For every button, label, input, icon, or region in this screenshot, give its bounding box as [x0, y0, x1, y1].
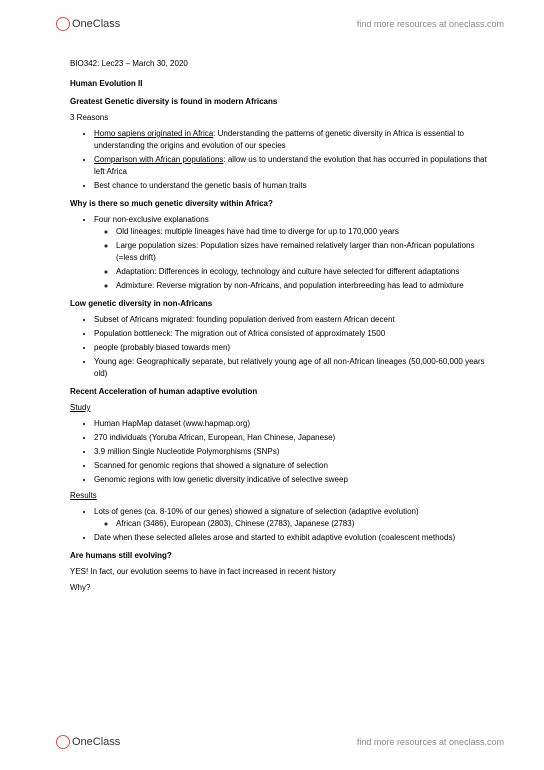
results-label: Results: [70, 490, 490, 502]
section2-sublist: Old lineages: multiple lineages have had…: [116, 226, 490, 292]
list-item: 3.9 million Single Nucleotide Polymorphi…: [94, 446, 490, 458]
results-list: Lots of genes (ca. 8-10% of our genes) s…: [94, 506, 490, 544]
list-item: Four non-exclusive explanations Old line…: [94, 214, 490, 292]
rest-text: Best chance to understand the genetic ba…: [94, 181, 307, 190]
section1-heading: Greatest Genetic diversity is found in m…: [70, 96, 490, 108]
list-item: Large population sizes: Population sizes…: [116, 240, 490, 264]
logo-text: OneClass: [72, 736, 120, 748]
document-body: BIO342: Lec23 – March 30, 2020 Human Evo…: [70, 58, 490, 598]
list-item: Young age: Geographically separate, but …: [94, 356, 490, 380]
list-item: 270 individuals (Yoruba African, Europea…: [94, 432, 490, 444]
section2-heading: Why is there so much genetic diversity w…: [70, 198, 490, 210]
list-item: Date when these selected alleles arose a…: [94, 532, 490, 544]
list-item: Admixture: Reverse migration by non-Afri…: [116, 280, 490, 292]
course-line: BIO342: Lec23 – March 30, 2020: [70, 58, 490, 70]
list-item: Population bottleneck: The migration out…: [94, 328, 490, 340]
doc-title: Human Evolution II: [70, 78, 490, 90]
section3-list: Subset of Africans migrated: founding po…: [94, 314, 490, 380]
logo-icon: [56, 735, 70, 749]
list-item: Subset of Africans migrated: founding po…: [94, 314, 490, 326]
footer-link[interactable]: find more resources at oneclass.com: [357, 737, 504, 747]
results-sublist: African (3486), European (2803), Chinese…: [116, 518, 490, 530]
section1-list: Homo sapiens originated in Africa: Under…: [94, 128, 490, 192]
list-item: Scanned for genomic regions that showed …: [94, 460, 490, 472]
section4-heading: Recent Acceleration of human adaptive ev…: [70, 386, 490, 398]
section3-heading: Low genetic diversity in non-Africans: [70, 298, 490, 310]
lead-text: Homo sapiens originated in Africa: [94, 129, 213, 138]
page-header: OneClass find more resources at oneclass…: [0, 10, 544, 38]
list-item: Genomic regions with low genetic diversi…: [94, 474, 490, 486]
list-item: Adaptation: Differences in ecology, tech…: [116, 266, 490, 278]
item-text: Lots of genes (ca. 8-10% of our genes) s…: [94, 507, 419, 516]
logo-text: OneClass: [72, 18, 120, 30]
list-item: African (3486), European (2803), Chinese…: [116, 518, 490, 530]
study-label: Study: [70, 402, 490, 414]
list-item: Homo sapiens originated in Africa: Under…: [94, 128, 490, 152]
page-footer: OneClass find more resources at oneclass…: [0, 728, 544, 756]
logo: OneClass: [56, 17, 120, 31]
lead-text: Comparison with African populations: [94, 155, 223, 164]
list-item: Lots of genes (ca. 8-10% of our genes) s…: [94, 506, 490, 530]
study-list: Human HapMap dataset (www.hapmap.org) 27…: [94, 418, 490, 486]
list-item: Best chance to understand the genetic ba…: [94, 180, 490, 192]
list-item: Human HapMap dataset (www.hapmap.org): [94, 418, 490, 430]
section5-answer: YES! In fact, our evolution seems to hav…: [70, 566, 490, 578]
logo: OneClass: [56, 735, 120, 749]
list-item: Comparison with African populations: all…: [94, 154, 490, 178]
item-text: Four non-exclusive explanations: [94, 215, 209, 224]
list-item: people (probably biased towards men): [94, 342, 490, 354]
list-item: Old lineages: multiple lineages have had…: [116, 226, 490, 238]
section5-why: Why?: [70, 582, 490, 594]
header-link[interactable]: find more resources at oneclass.com: [357, 19, 504, 29]
item-text: Date when these selected alleles arose a…: [94, 533, 455, 542]
logo-icon: [56, 17, 70, 31]
section5-heading: Are humans still evolving?: [70, 550, 490, 562]
section2-list: Four non-exclusive explanations Old line…: [94, 214, 490, 292]
section1-subheading: 3 Reasons: [70, 112, 490, 124]
